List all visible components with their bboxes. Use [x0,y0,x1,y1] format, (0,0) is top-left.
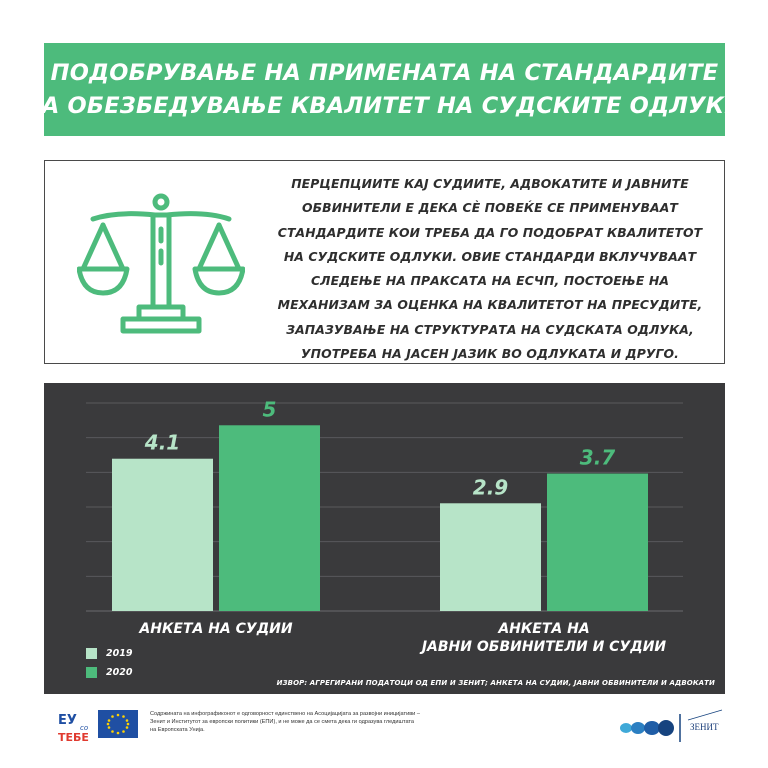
source-note: ИЗВОР: АГРЕГИРАНИ ПОДАТОЦИ ОД ЕПИ И ЗЕНИ… [276,679,715,687]
chart-panel: 4.1 5 АНКЕТА НА СУДИИ 2.9 3.7 АНКЕТА НА ЈАВНИ … [44,383,725,694]
zenit-name: ЗЕНИТ [690,722,719,732]
bar-chart: 4.1 5 АНКЕТА НА СУДИИ 2.9 3.7 АНКЕТА НА ЈАВНИ … [86,397,683,655]
legend-item-2019: 2019 [86,644,132,663]
legend-label-2020: 2020 [106,667,133,678]
category-label: ЈАВНИ ОБВИНИТЕЛИ И СУДИИ [419,639,667,655]
legend-swatch-2020 [86,667,97,678]
description-line: МЕХАНИЗАМ ЗА ОЦЕНКА НА КВАЛИТЕТОТ НА ПРЕ… [277,297,703,313]
bar-2020-0 [219,425,320,611]
footer: ЕУ со ТЕБЕ Содржината на инфографиконот … [0,700,768,768]
svg-text:со: со [80,724,88,732]
description-line: ОБВИНИТЕЛИ Е ДЕКА СÈ ПОВЕЌЕ СЕ ПРИМЕНУВА… [301,200,678,216]
bar-2019-1 [440,503,541,611]
description-text: ПЕРЦЕПЦИИТЕ КАЈ СУДИИТЕ, АДВОКАТИТЕ И ЈА… [267,172,713,366]
data-label: 4.1 [144,431,180,455]
disclaimer-text: Содржината на инфографиконот е одговорно… [150,711,420,734]
description-box: ПЕРЦЕПЦИИТЕ КАЈ СУДИИТЕ, АДВОКАТИТЕ И ЈА… [44,160,725,364]
legend-item-2020: 2020 [86,663,132,682]
title-banner: ПОДОБРУВАЊЕ НА ПРИМЕНАТА НА СТАНДАРДИТЕ … [26,43,743,136]
bar-2019-0 [112,458,213,611]
category-label: АНКЕТА НА СУДИИ [138,621,292,637]
svg-text:ЕУ: ЕУ [58,713,77,728]
scales-of-justice-icon [77,193,245,334]
svg-text:ТЕБЕ: ТЕБЕ [58,731,89,744]
description-line: ПЕРЦЕПЦИИТЕ КАЈ СУДИИТЕ, АДВОКАТИТЕ И ЈА… [291,176,689,191]
legend-label-2019: 2019 [106,648,133,659]
title-line-1: ПОДОБРУВАЊЕ НА ПРИМЕНАТА НА СТАНДАРДИТЕ [50,59,719,86]
eu-flag-icon [98,710,138,738]
description-line: УПОТРЕБА НА ЈАСЕН ЈАЗИК ВО ОДЛУКАТА И ДР… [301,346,679,362]
eu-so-tebe-logo: ЕУ со ТЕБЕ [58,713,89,744]
data-label: 5 [263,397,277,421]
bar-2020-1 [547,473,648,611]
description-line: НА СУДСКИТЕ ОДЛУКИ. ОВИЕ СТАНДАРДИ ВКЛУЧ… [283,248,697,264]
data-label: 3.7 [580,446,616,470]
data-label: 2.9 [473,475,509,499]
description-line: СТАНДАРДИТЕ КОИ ТРЕБА ДА ГО ПОДОБРАТ КВА… [277,224,703,240]
description-line: ЗАПАЗУВАЊЕ НА СТРУКТУРАТА НА СУДСКАТА ОД… [286,321,694,337]
legend: 2019 2020 [86,644,132,682]
legend-swatch-2019 [86,648,97,659]
category-label: АНКЕТА НА [497,621,589,637]
title-line-2: ЗА ОБЕЗБЕДУВАЊЕ КВАЛИТЕТ НА СУДСКИТЕ ОДЛ… [25,92,744,119]
description-line: СЛЕДЕЊЕ НА ПРАКСАТА НА ЕСЧП, ПОСТОЕЊЕ НА [310,273,670,289]
zenit-logo [620,709,723,742]
